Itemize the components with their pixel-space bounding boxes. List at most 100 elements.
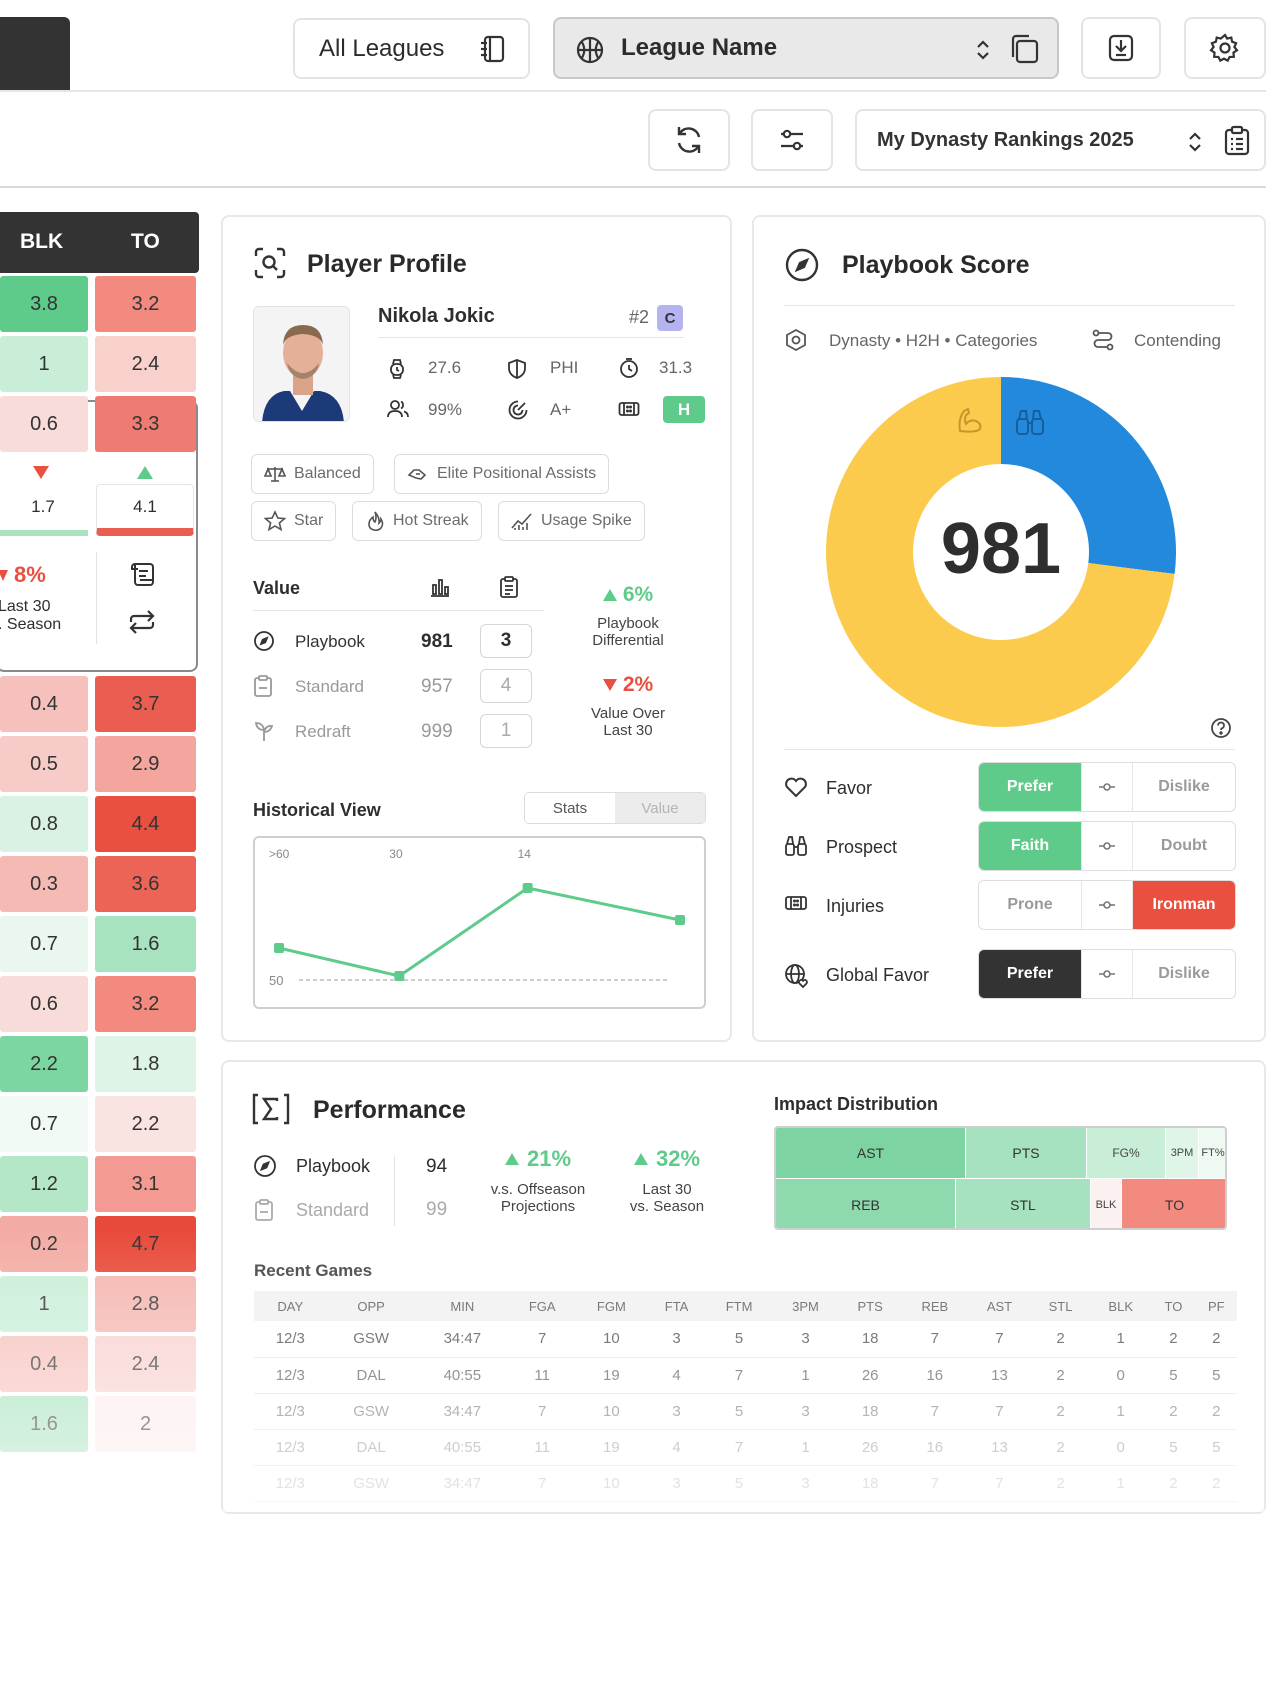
table-cell: 5 [705,1393,773,1430]
all-leagues-button[interactable]: All Leagues [293,18,530,79]
table-cell: 3 [647,1393,706,1430]
column-header[interactable]: 3PM [772,1291,839,1321]
table-cell: 18 [838,1393,902,1430]
pref-option-right[interactable]: Dislike [1158,965,1210,982]
tag-balanced[interactable]: Balanced [251,454,374,494]
value-row-name: Standard [295,677,364,696]
star-icon [264,510,286,532]
series-point[interactable] [394,971,405,981]
table-row[interactable]: 12/3 GSW 34:47 7 10 3 5 3 18 7 7 2 1 2 2 [254,1321,1237,1358]
column-header[interactable]: DAY [254,1291,327,1321]
tag-hot-streak[interactable]: Hot Streak [352,501,482,541]
pref-option-left[interactable]: Prefer [979,950,1081,998]
tag-star[interactable]: Star [251,501,337,541]
settings-button[interactable] [1184,17,1266,79]
neutral-toggle-icon[interactable] [1081,881,1133,929]
impact-cell-reb: REB [776,1179,955,1228]
pref-option-right[interactable]: Dislike [1158,778,1210,795]
help-circle-icon[interactable] [1210,717,1232,739]
rankings-select[interactable]: My Dynasty Rankings 2025 [855,109,1266,171]
column-header[interactable]: TO [1151,1291,1196,1321]
neutral-toggle-icon[interactable] [1081,822,1133,870]
column-header[interactable]: FGA [509,1291,576,1321]
series-point[interactable] [274,943,284,953]
stat-cell-to: 3.3 [95,396,196,452]
pref-option-left[interactable]: Faith [979,822,1081,870]
radar-icon [507,399,529,421]
pref-option-right[interactable]: Doubt [1160,837,1208,854]
neutral-toggle-icon[interactable] [1081,763,1133,811]
value-over-label-1: Value Over [591,705,665,722]
historical-title: Historical View [253,800,381,820]
column-header[interactable]: REB [901,1291,969,1321]
compare-high-box: 4.1 [96,484,194,536]
table-cell: 1 [1090,1321,1152,1358]
download-button[interactable] [1081,17,1161,79]
nav-tab[interactable] [0,17,70,91]
column-header[interactable]: PF [1195,1291,1237,1321]
table-row[interactable]: 12/3 DAL 40:55 11 19 4 7 1 26 16 13 2 0 5 5 [254,1357,1237,1394]
copy-icon[interactable] [1007,32,1041,66]
triangle-down-icon [602,679,617,691]
column-header[interactable]: AST [968,1291,1031,1321]
column-header-to: TO [131,230,160,253]
stat-cell-to: 4.4 [95,796,196,852]
table-row[interactable]: 12/3 GSW 34:47 7 10 3 5 3 18 7 7 2 1 2 2 [254,1393,1237,1430]
pref-option-left[interactable]: Prefer [979,763,1081,811]
table-row[interactable]: 12/3 GSW 34:47 7 10 3 5 3 18 7 7 2 1 2 2 [254,1465,1237,1502]
table-cell: 7 [509,1321,576,1358]
league-name-label: League Name [621,34,778,61]
column-header[interactable]: BLK [1090,1291,1152,1321]
value-row-rank: 3 [480,624,532,658]
last30-label-2: vs. Season [629,1198,705,1215]
filter-button[interactable] [751,109,833,171]
table-cell: 18 [838,1465,902,1502]
stat-cell-blk: 0.7 [0,916,88,972]
series-point[interactable] [522,883,533,893]
scroll-icon[interactable] [128,560,156,588]
tab-stats[interactable]: Stats [525,793,615,823]
pref-option-left[interactable]: Prone [1007,896,1053,913]
neutral-toggle-icon[interactable] [1081,950,1133,998]
sliders-icon [777,125,807,155]
column-header[interactable]: FTM [705,1291,773,1321]
series-point[interactable] [675,915,685,925]
team-value: PHI [550,358,579,377]
column-header[interactable]: FGM [575,1291,648,1321]
table-cell: 2 [1030,1321,1091,1358]
change-caption-1: Last 30 [0,598,51,615]
globe-heart-icon [784,963,810,989]
change-block: 8% Last 30 . Season [0,562,94,634]
stat-cell-blk: 0.7 [0,1096,88,1152]
tag-usage-spike[interactable]: Usage Spike [498,501,645,541]
table-cell: 3 [772,1465,839,1502]
swap-icon[interactable] [128,608,156,636]
table-cell: 16 [901,1429,969,1466]
stat-cell-to: 2.9 [95,736,196,792]
tab-value[interactable]: Value [615,793,705,823]
table-cell: 5 [1195,1357,1237,1394]
table-cell: DAL [326,1429,416,1466]
table-row[interactable]: 12/3 DAL 40:55 11 19 4 7 1 26 16 13 2 0 5 5 [254,1429,1237,1466]
differential-label-1: Playbook [597,615,659,632]
column-header[interactable]: MIN [415,1291,509,1321]
binoculars-icon [1014,407,1046,437]
y-axis-label: 50 [269,973,283,988]
table-cell: 12/3 [254,1429,327,1466]
stat-cell-blk: 1 [0,1276,88,1332]
historical-chart: 50 >60 30 14 [253,836,706,1009]
column-header[interactable]: STL [1030,1291,1091,1321]
download-icon [1106,33,1136,63]
column-header[interactable]: PTS [838,1291,902,1321]
column-header[interactable]: FTA [647,1291,706,1321]
compass-icon [784,247,820,283]
column-header[interactable]: OPP [326,1291,416,1321]
table-cell: 1 [1090,1465,1152,1502]
league-select[interactable]: League Name [553,17,1059,79]
tag-elite-positional-assists[interactable]: Elite Positional Assists [394,454,610,494]
pref-option-right[interactable]: Ironman [1133,881,1235,929]
refresh-button[interactable] [648,109,730,171]
performance-title: Performance [313,1096,466,1124]
value-row-rank: 1 [480,714,532,748]
pref-label: Prospect [826,837,898,857]
